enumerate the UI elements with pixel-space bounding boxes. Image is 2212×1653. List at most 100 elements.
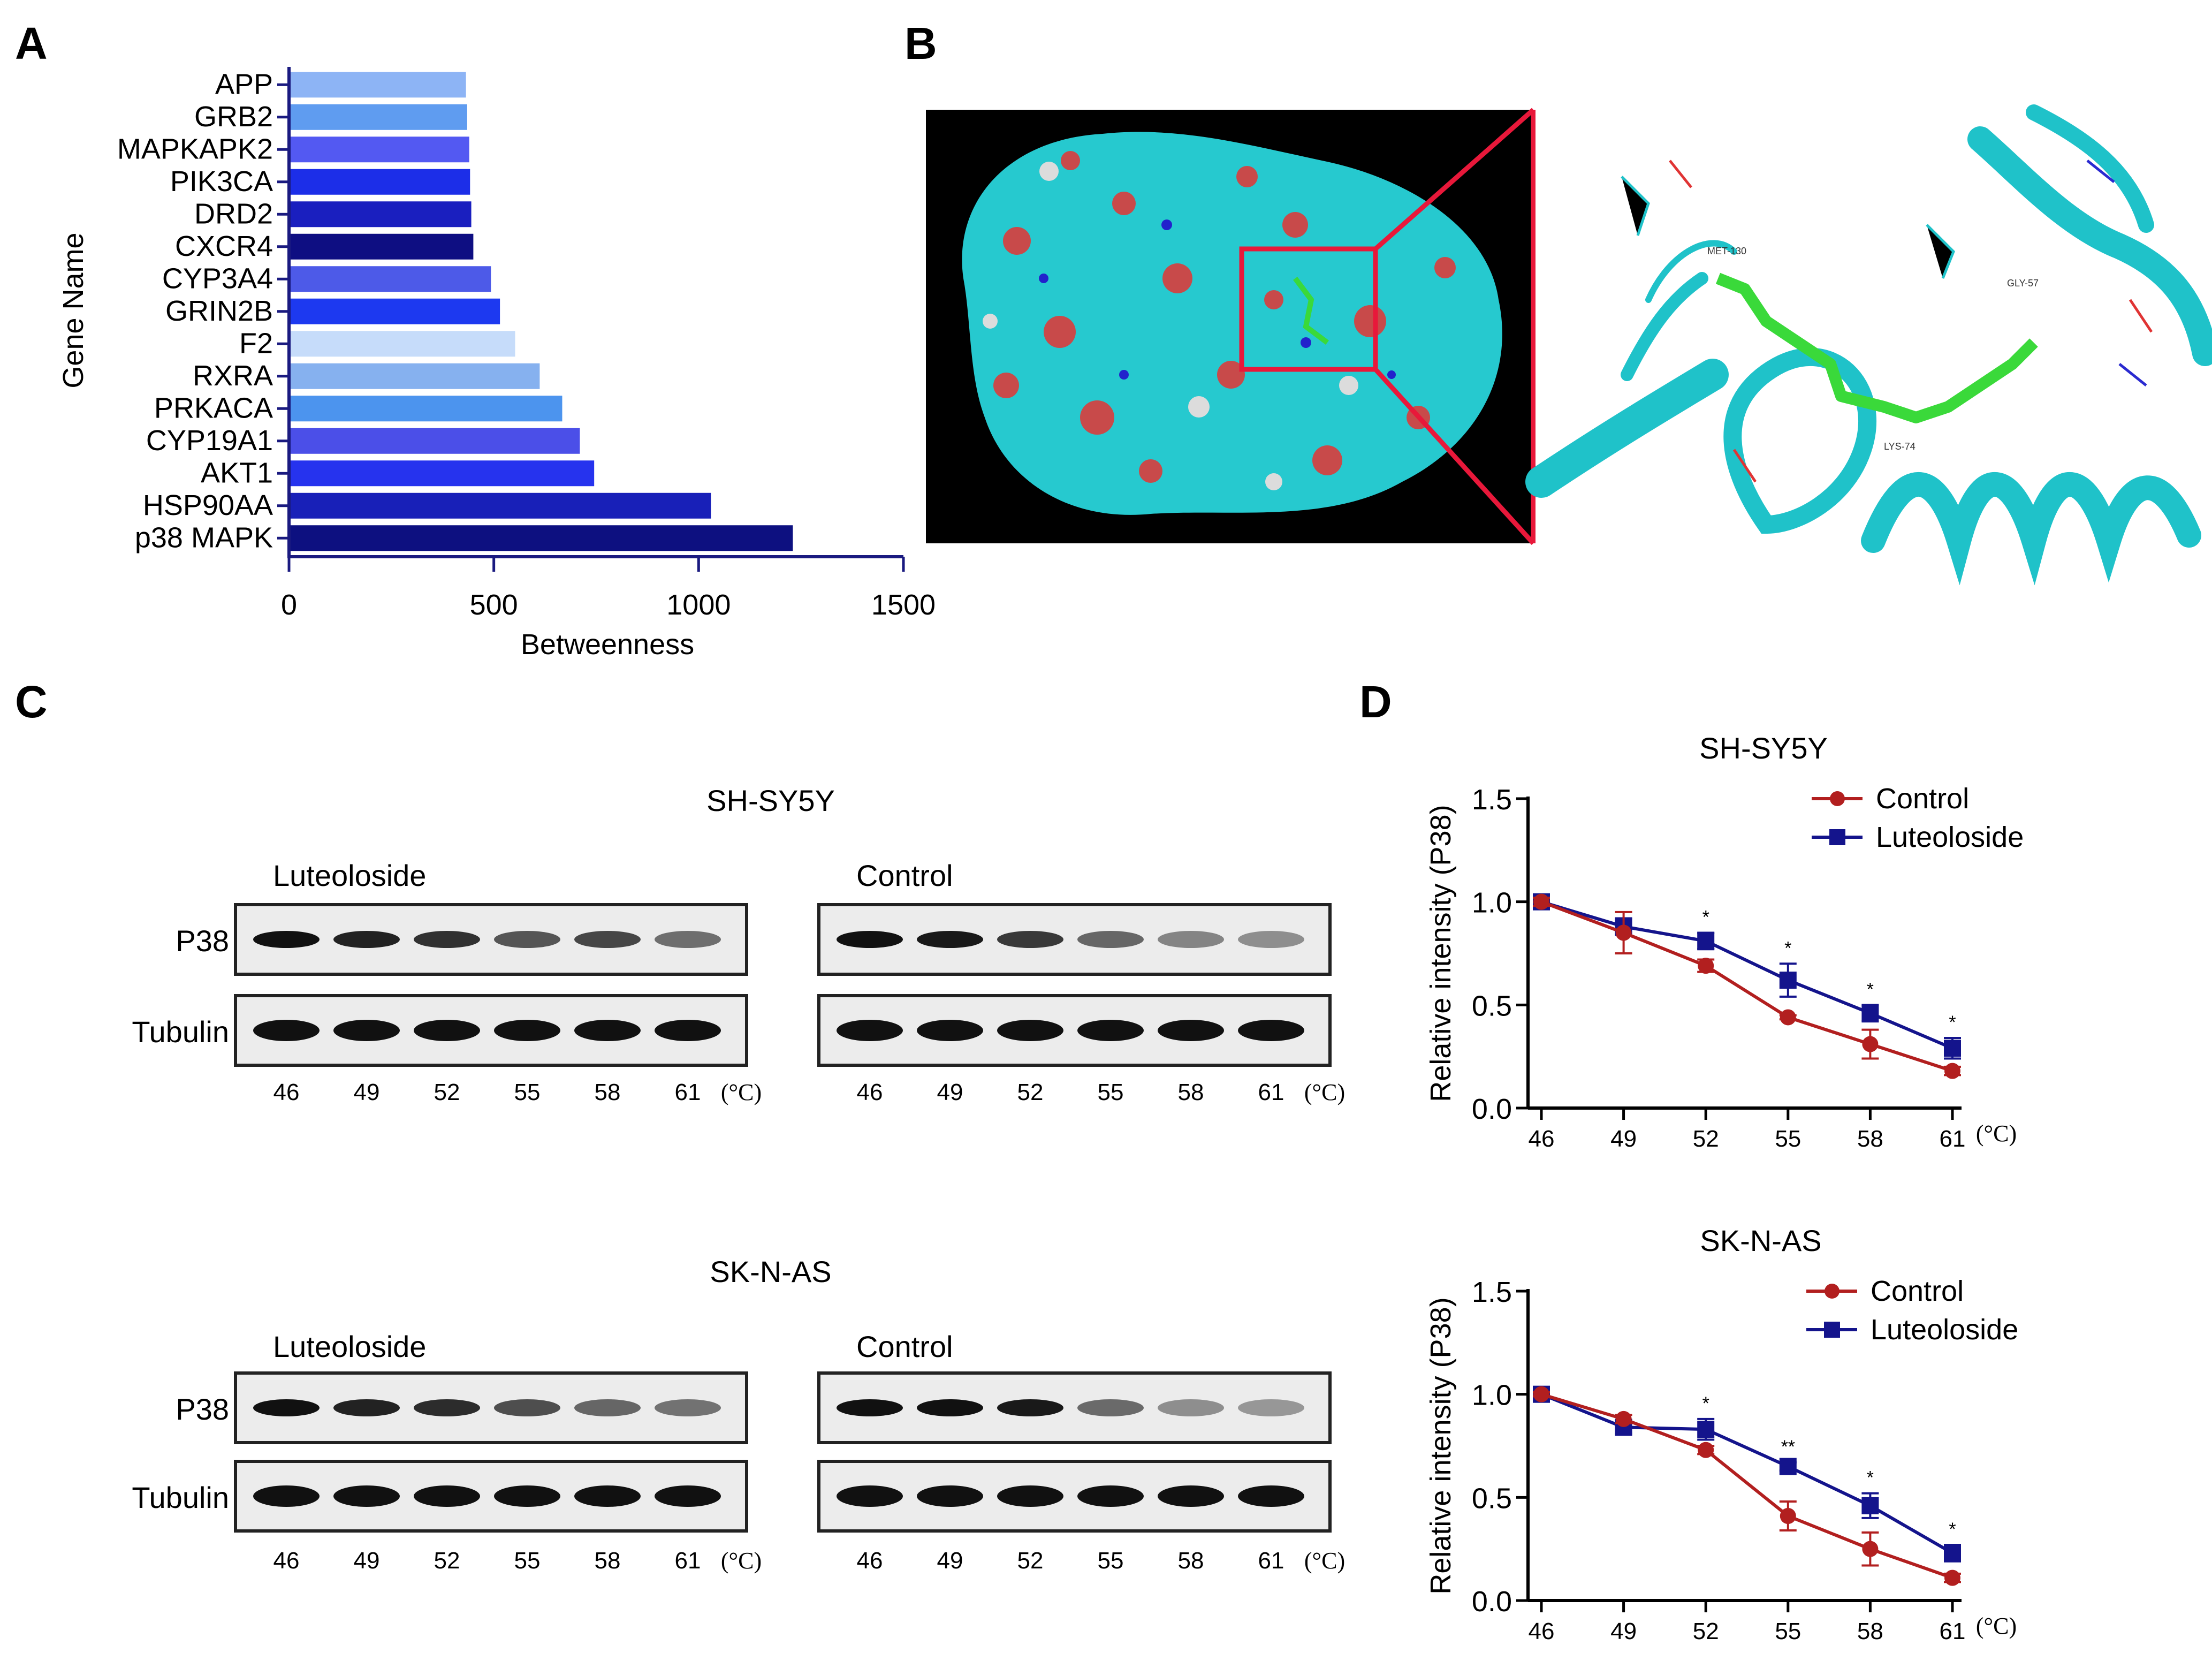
y-tick-label: CYP3A4 xyxy=(162,262,273,294)
bar-rxra xyxy=(289,363,540,389)
blot-band xyxy=(253,1399,320,1416)
bar-app xyxy=(289,72,466,98)
blot-band xyxy=(837,1020,903,1041)
significance-marker: * xyxy=(1867,1468,1874,1488)
x-tick-label: 49 xyxy=(1610,1618,1637,1644)
series-line-control xyxy=(1540,900,1953,1073)
lane-temperature-label: 49 xyxy=(354,1079,380,1105)
lane-temperature-label: 61 xyxy=(675,1079,701,1105)
data-point-luteoloside xyxy=(1697,1421,1715,1438)
temperature-unit: (°C) xyxy=(721,1079,762,1105)
legend-label: Control xyxy=(1871,1275,1964,1307)
lane-temperature-label: 46 xyxy=(857,1548,883,1574)
y-tick-label: 1.5 xyxy=(1472,1276,1512,1308)
y-axis-title: Gene Name xyxy=(57,232,89,388)
blot-band xyxy=(333,1020,400,1041)
data-point-luteoloside xyxy=(1944,1040,1961,1057)
blot-band xyxy=(655,1399,721,1416)
legend-marker xyxy=(1825,1284,1839,1299)
x-tick-group: 0 500 1000 1500 xyxy=(281,557,936,621)
data-point-control xyxy=(1533,1386,1549,1402)
y-tick-label: 0.5 xyxy=(1472,990,1512,1022)
x-axis-title: Betweenness xyxy=(521,628,694,661)
x-tick-label: 49 xyxy=(1610,1126,1637,1152)
x-tick-label: 58 xyxy=(1857,1618,1883,1644)
lane-temperature-label: 52 xyxy=(1017,1548,1044,1574)
cell-line-title: SK-N-AS xyxy=(710,1255,831,1288)
blot-band xyxy=(1077,1020,1144,1041)
cell-line-title: SH-SY5Y xyxy=(706,784,835,817)
bar-pik3ca xyxy=(289,169,470,195)
bar-cxcr4 xyxy=(289,233,474,260)
bar-cyp3a4 xyxy=(289,266,491,292)
blot-band xyxy=(253,1485,320,1507)
lane-temperature-label: 49 xyxy=(937,1079,963,1105)
significance-marker: * xyxy=(1949,1519,1956,1540)
blot-band xyxy=(333,1399,400,1416)
blot-band xyxy=(997,1485,1063,1507)
blot-band xyxy=(1238,1485,1304,1507)
legend-marker xyxy=(1830,791,1845,806)
data-point-control xyxy=(1862,1036,1879,1052)
y-tick-label: GRIN2B xyxy=(165,295,273,327)
p38-row-label: P38 xyxy=(176,924,229,958)
lane-temperature-label: 52 xyxy=(434,1548,460,1574)
temperature-unit: (°C) xyxy=(1304,1079,1345,1105)
data-point-control xyxy=(1698,958,1714,974)
protein-surface xyxy=(962,132,1502,515)
x-tick-label: 52 xyxy=(1693,1618,1719,1644)
y-tick-label: 1.0 xyxy=(1472,887,1512,919)
y-tick-label: CYP19A1 xyxy=(146,424,273,457)
x-tick-label: 46 xyxy=(1529,1618,1555,1644)
lane-temperature-label: 58 xyxy=(595,1548,621,1574)
series-line-control xyxy=(1541,1392,1953,1580)
lane-temperature-label: 58 xyxy=(595,1079,621,1105)
ligand-sticks xyxy=(1715,272,2038,423)
western-blot-panel: SH-SY5Y Luteoloside 46 49 52 55 58 61 (°C) Contro… xyxy=(132,784,1345,1574)
bar-p38-mapk xyxy=(289,525,793,551)
blot-band xyxy=(655,1020,721,1041)
data-point-luteoloside xyxy=(1861,1004,1879,1022)
blot-band xyxy=(253,1020,320,1041)
blot-band xyxy=(1238,931,1304,948)
y-tick-label: PIK3CA xyxy=(170,165,273,198)
data-point-control xyxy=(1615,1411,1632,1427)
lane-temperature-label: 61 xyxy=(675,1548,701,1574)
blot-band xyxy=(494,1485,560,1507)
y-tick-labels: APPGRB2MAPKAPK2PIK3CADRD2CXCR4CYP3A4GRIN… xyxy=(117,68,273,553)
lane-temperature-label: 49 xyxy=(937,1548,963,1574)
data-point-control xyxy=(1862,1541,1879,1557)
bar-akt1 xyxy=(289,460,595,487)
residue-label-met130: MET-130 xyxy=(1707,246,1746,256)
blot-band xyxy=(494,1399,560,1416)
temperature-unit: (°C) xyxy=(721,1548,762,1574)
chart-title: SK-N-AS xyxy=(1700,1224,1821,1257)
blot-band xyxy=(494,1020,560,1041)
bar-cyp19a1 xyxy=(289,428,580,454)
data-point-control xyxy=(1698,1442,1714,1458)
blot-band xyxy=(1077,931,1144,948)
lane-temperature-label: 61 xyxy=(1258,1079,1284,1105)
lane-temperature-label: 61 xyxy=(1258,1548,1284,1574)
residue-sticks xyxy=(1621,160,2153,483)
blot-band xyxy=(837,1485,903,1507)
panel-label-d: D xyxy=(1359,677,1392,727)
legend-label: Luteoloside xyxy=(1876,821,2024,853)
docking-panel: MET-130 GLY-57 LYS-74 xyxy=(926,104,2212,586)
p38-row-label: P38 xyxy=(176,1392,229,1426)
blot-band xyxy=(917,1020,983,1041)
blot-band xyxy=(1077,1485,1144,1507)
legend-marker xyxy=(1824,1322,1840,1338)
lane-temperature-label: 46 xyxy=(857,1079,883,1105)
blot-band xyxy=(333,1485,400,1507)
x-tick-label: 61 xyxy=(1940,1618,1966,1644)
blot-band xyxy=(655,931,721,948)
blot-condition-label: Control xyxy=(856,859,953,892)
p38-blot-strip xyxy=(817,1371,1332,1444)
x-tick-label: 0 xyxy=(281,589,297,621)
y-tick-label: F2 xyxy=(239,327,273,359)
blot-condition-label: Control xyxy=(856,1330,953,1363)
lane-temperature-label: 52 xyxy=(434,1079,460,1105)
y-tick-label: p38 MAPK xyxy=(135,521,273,553)
